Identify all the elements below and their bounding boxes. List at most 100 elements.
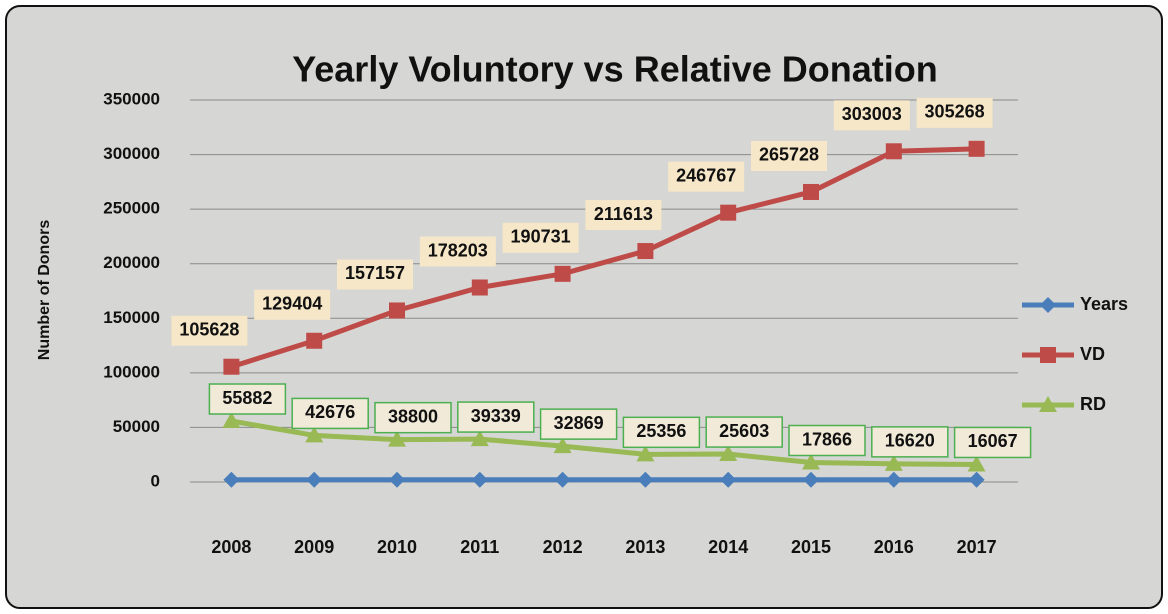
data-label-box	[457, 401, 535, 433]
marker	[968, 140, 985, 157]
marker	[306, 471, 323, 488]
data-label-box	[622, 416, 701, 449]
data-label-box	[668, 161, 745, 192]
x-tick-label: 2010	[377, 537, 417, 557]
data-label-box	[208, 383, 287, 415]
marker	[223, 358, 240, 375]
x-tick-label: 2015	[791, 537, 831, 557]
y-tick-label: 350000	[103, 89, 160, 108]
x-tick-label: 2017	[957, 537, 997, 557]
marker	[803, 471, 819, 488]
x-tick-label: 2016	[874, 537, 914, 557]
x-tick-label: 2009	[294, 537, 334, 557]
data-label-box	[171, 315, 248, 346]
y-tick-label: 250000	[103, 199, 160, 218]
data-label-box	[871, 426, 949, 458]
data-label-box	[291, 397, 369, 430]
marker	[1040, 297, 1056, 313]
data-label: 42676	[305, 402, 355, 422]
data-label-box	[788, 424, 866, 457]
marker	[885, 471, 902, 488]
chart-background	[5, 5, 1163, 609]
data-label: 211613	[594, 204, 653, 224]
data-label: 25356	[636, 421, 686, 441]
marker	[306, 332, 323, 349]
data-label: 16067	[968, 431, 1018, 451]
x-tick-label: 2012	[543, 537, 583, 557]
marker	[554, 265, 571, 282]
marker	[803, 183, 819, 200]
marker	[1040, 347, 1056, 363]
marker	[636, 445, 655, 462]
marker	[720, 471, 737, 488]
marker	[967, 455, 986, 472]
data-label-box	[337, 259, 413, 290]
marker	[388, 430, 406, 447]
y-tick-label: 100000	[103, 362, 160, 381]
data-label: 129404	[262, 294, 322, 314]
data-label: 305268	[925, 102, 985, 122]
data-label: 303003	[842, 104, 902, 124]
marker	[553, 437, 572, 454]
marker	[305, 426, 324, 443]
data-label-box	[916, 97, 993, 128]
series-line	[230, 146, 977, 370]
marker	[470, 430, 489, 447]
data-label: 25603	[719, 421, 769, 441]
data-label: 190731	[511, 227, 571, 247]
marker	[637, 243, 654, 260]
data-label-box	[374, 401, 452, 434]
data-label: 17866	[802, 429, 852, 449]
marker	[968, 471, 985, 488]
y-tick-label: 150000	[103, 308, 160, 327]
legend-label: Years	[1080, 294, 1128, 314]
marker	[720, 204, 737, 221]
data-label-box	[254, 289, 331, 320]
data-label: 16620	[885, 431, 935, 451]
data-label-box	[953, 426, 1032, 459]
marker	[554, 471, 571, 488]
x-tick-label: 2011	[460, 537, 499, 557]
data-label-box	[833, 100, 910, 131]
marker	[471, 471, 488, 488]
marker	[885, 143, 902, 160]
data-label: 246767	[676, 165, 736, 185]
marker	[802, 453, 820, 470]
chart-title: Yearly Voluntory vs Relative Donation	[292, 49, 938, 90]
y-tick-label: 0	[151, 471, 160, 490]
x-tick-label: 2008	[211, 537, 251, 557]
legend-label: RD	[1080, 394, 1106, 414]
data-label-box	[705, 416, 783, 448]
marker	[471, 279, 488, 296]
data-label-box	[585, 200, 662, 231]
data-label: 55882	[222, 388, 272, 408]
y-tick-label: 50000	[113, 417, 160, 436]
y-tick-label: 300000	[103, 144, 160, 163]
data-label: 178203	[428, 240, 488, 260]
data-label: 32869	[554, 413, 604, 433]
marker	[222, 412, 241, 429]
marker	[719, 445, 738, 462]
marker	[223, 471, 240, 488]
x-tick-label: 2014	[708, 537, 748, 557]
series-line	[230, 418, 977, 467]
marker	[637, 471, 654, 488]
marker	[884, 454, 903, 471]
data-label-box	[751, 140, 827, 171]
data-label-box	[502, 222, 579, 253]
y-axis-label: Number of Donors	[36, 220, 53, 361]
data-label: 105628	[179, 319, 239, 339]
data-label: 38800	[388, 406, 438, 426]
y-tick-label: 200000	[103, 253, 160, 272]
data-label-box	[539, 408, 618, 440]
marker	[1039, 396, 1057, 412]
data-label: 157157	[345, 263, 405, 283]
marker	[389, 471, 405, 488]
legend-label: VD	[1080, 344, 1105, 364]
data-label: 265728	[759, 145, 819, 165]
marker	[389, 302, 405, 319]
x-tick-label: 2013	[625, 537, 665, 557]
data-label: 39339	[471, 406, 521, 426]
data-label-box	[419, 236, 496, 267]
